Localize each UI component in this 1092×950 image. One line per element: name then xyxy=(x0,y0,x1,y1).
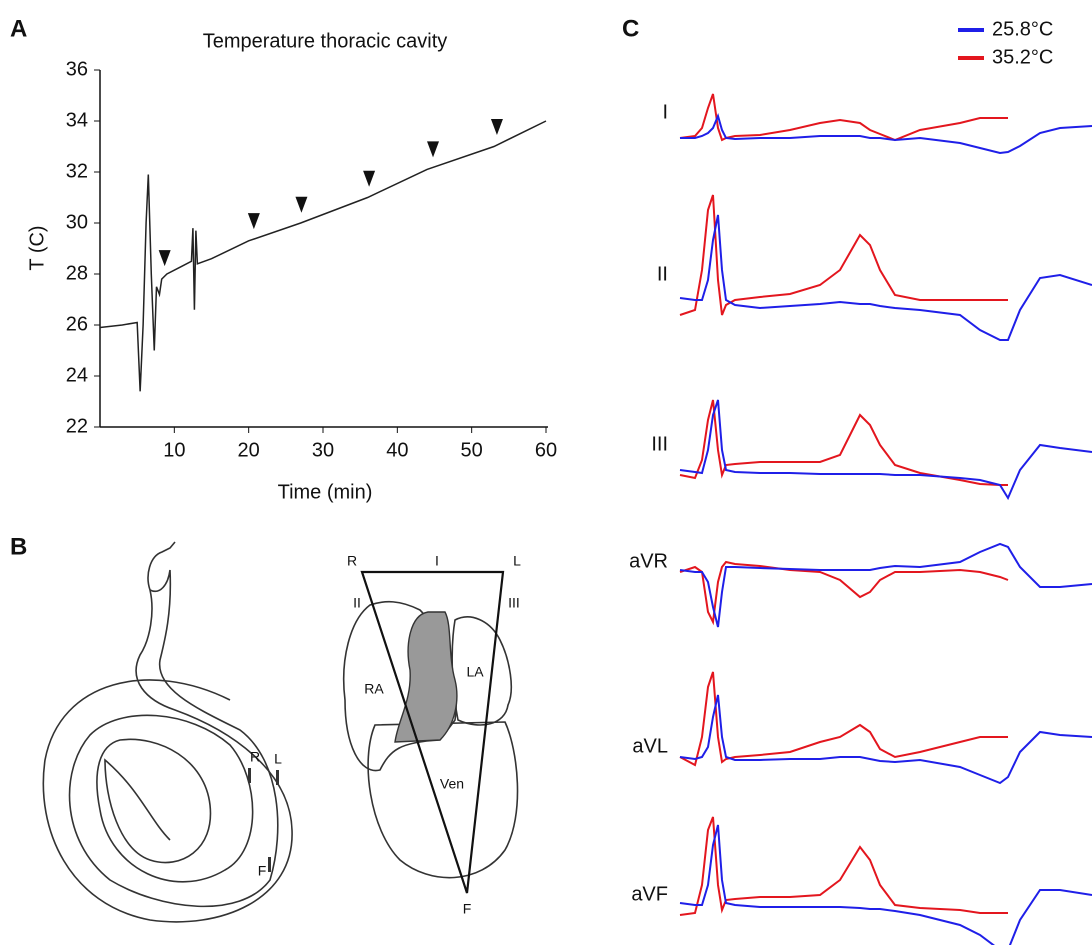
temperature-line xyxy=(99,120,547,392)
arrowhead xyxy=(247,213,260,230)
y-tick-label: 28 xyxy=(66,262,88,284)
x-tick-label: 30 xyxy=(312,439,334,461)
lead-label: aVR xyxy=(629,550,668,572)
electrode-label: R xyxy=(250,749,260,765)
electrode-label: F xyxy=(258,863,267,879)
ecg-trace xyxy=(679,694,1092,785)
y-tick-label: 34 xyxy=(66,109,88,131)
y-tick-label: 36 xyxy=(66,58,88,80)
lead-label: aVF xyxy=(631,883,668,905)
electrode xyxy=(276,770,279,785)
ecg-trace xyxy=(679,671,1008,767)
y-tick-label: 24 xyxy=(66,364,88,386)
x-tick-label: 40 xyxy=(386,439,408,461)
y-tick-label: 30 xyxy=(66,211,88,233)
ecg-trace xyxy=(679,93,1008,142)
lead-label: II xyxy=(353,595,361,611)
ecg-trace xyxy=(680,112,1092,155)
x-tick-label: 10 xyxy=(163,439,185,461)
arrowhead xyxy=(295,196,308,213)
x-tick-label: 50 xyxy=(461,439,483,461)
arrowhead xyxy=(158,250,171,267)
ecg-trace xyxy=(679,816,1008,916)
chamber-label: RA xyxy=(364,681,384,697)
chamber-label: Ven xyxy=(440,776,464,792)
ecg-trace xyxy=(679,194,1008,316)
snake xyxy=(42,541,293,923)
lead-label: I xyxy=(435,553,439,569)
x-axis-label: Time (min) xyxy=(278,481,373,503)
x-tick-label: 60 xyxy=(535,439,557,461)
y-tick-label: 22 xyxy=(66,415,88,437)
panel-label: A xyxy=(10,15,27,42)
lead-label: II xyxy=(657,263,668,285)
y-axis-label: T (C) xyxy=(26,225,48,270)
electrode-label: L xyxy=(274,751,282,767)
lead-vertex: L xyxy=(513,553,521,569)
legend-label: 25.8°C xyxy=(992,18,1053,40)
y-tick-label: 26 xyxy=(66,313,88,335)
arrowhead xyxy=(490,119,503,136)
x-tick-label: 20 xyxy=(238,439,260,461)
ecg-trace xyxy=(679,542,1092,628)
panel-label: C xyxy=(622,15,639,42)
arrowhead xyxy=(427,141,440,158)
lead-label: I xyxy=(662,101,668,123)
lead-vertex: F xyxy=(463,901,472,917)
chamber-label: LA xyxy=(466,664,484,680)
ecg-trace xyxy=(679,399,1092,501)
legend-label: 35.2°C xyxy=(992,46,1053,68)
electrode xyxy=(268,857,271,872)
heart xyxy=(342,570,519,894)
arrowhead xyxy=(363,170,376,187)
lead-label: III xyxy=(651,433,668,455)
lead-label: III xyxy=(508,595,520,611)
y-tick-label: 32 xyxy=(66,160,88,182)
ecg-trace xyxy=(679,560,1009,626)
ecg-trace xyxy=(679,824,1092,950)
chart-title: Temperature thoracic cavity xyxy=(203,30,448,52)
electrode xyxy=(248,768,251,783)
lead-label: aVL xyxy=(632,735,668,757)
ecg-trace xyxy=(679,399,1008,486)
ecg-trace xyxy=(679,214,1092,341)
lead-vertex: R xyxy=(347,553,357,569)
panel-label: B xyxy=(10,533,27,560)
